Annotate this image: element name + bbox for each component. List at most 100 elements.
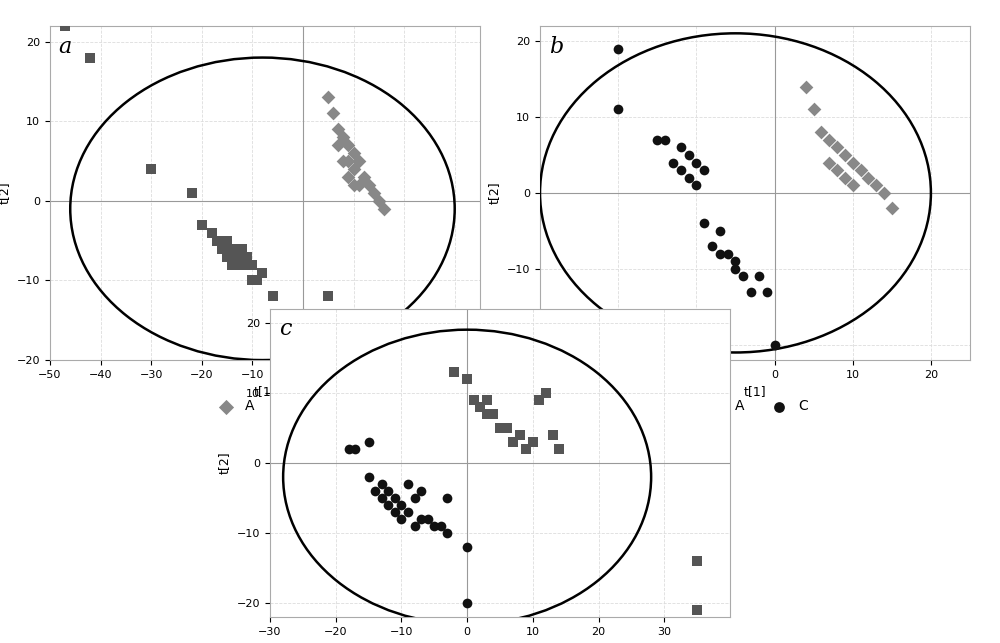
- Text: a: a: [59, 36, 72, 58]
- Point: [335, 132, 351, 142]
- Point: [234, 259, 250, 269]
- Point: [548, 5, 564, 15]
- Point: [374, 493, 390, 503]
- Point: [439, 493, 455, 503]
- Point: [696, 165, 712, 176]
- Point: [868, 180, 884, 190]
- Point: [821, 134, 837, 145]
- Point: [798, 82, 814, 92]
- Point: [413, 514, 429, 524]
- Point: [512, 430, 528, 440]
- Point: [234, 244, 250, 254]
- Point: [340, 140, 356, 150]
- Y-axis label: t[2]: t[2]: [488, 181, 501, 204]
- Point: [407, 521, 423, 531]
- Point: [853, 165, 869, 176]
- Point: [466, 395, 482, 405]
- Point: [194, 220, 210, 230]
- Point: [479, 395, 495, 405]
- Point: [446, 367, 462, 377]
- Point: [673, 165, 689, 176]
- Point: [767, 340, 783, 350]
- Point: [356, 172, 372, 182]
- Point: [433, 521, 449, 531]
- Point: [374, 479, 390, 489]
- Point: [876, 188, 892, 198]
- Point: [57, 21, 73, 31]
- Point: [720, 249, 736, 259]
- Point: [209, 235, 225, 246]
- Point: [439, 528, 455, 538]
- Point: [689, 556, 705, 566]
- Point: [499, 422, 515, 433]
- Point: [610, 43, 626, 53]
- Point: [743, 287, 759, 297]
- Point: [340, 172, 356, 182]
- Point: [479, 409, 495, 419]
- Point: [459, 598, 475, 608]
- Point: [244, 275, 260, 285]
- Point: [505, 437, 521, 447]
- Point: [426, 521, 442, 531]
- X-axis label: t[1]: t[1]: [744, 385, 766, 399]
- Point: [538, 388, 554, 398]
- Point: [347, 444, 363, 454]
- Point: [485, 409, 501, 419]
- Point: [219, 235, 235, 246]
- Point: [346, 148, 362, 158]
- Point: [821, 158, 837, 168]
- Point: [143, 164, 159, 174]
- Point: [837, 172, 853, 183]
- Point: [330, 140, 346, 150]
- Point: [254, 267, 270, 278]
- Point: [829, 165, 845, 176]
- Point: [229, 251, 245, 262]
- Point: [704, 241, 720, 251]
- Point: [545, 430, 561, 440]
- Point: [551, 444, 567, 454]
- Point: [320, 291, 336, 302]
- Point: [229, 244, 245, 254]
- Point: [224, 259, 240, 269]
- Legend: A, C: A, C: [702, 399, 808, 413]
- Point: [673, 142, 689, 152]
- Point: [665, 158, 681, 168]
- Point: [681, 150, 697, 160]
- Point: [759, 287, 775, 297]
- Point: [351, 180, 367, 190]
- Point: [335, 156, 351, 166]
- Point: [407, 493, 423, 503]
- Point: [244, 259, 260, 269]
- Point: [727, 264, 743, 274]
- Point: [806, 104, 822, 114]
- Point: [681, 172, 697, 183]
- Point: [696, 218, 712, 228]
- Point: [649, 134, 665, 145]
- Point: [219, 251, 235, 262]
- Point: [184, 188, 200, 198]
- Point: [492, 422, 508, 433]
- Point: [657, 134, 673, 145]
- Point: [884, 203, 900, 213]
- Point: [320, 92, 336, 102]
- Point: [380, 486, 396, 496]
- Point: [751, 271, 767, 282]
- Point: [239, 251, 255, 262]
- Point: [346, 164, 362, 174]
- Point: [371, 195, 387, 206]
- Point: [361, 472, 377, 482]
- Text: b: b: [549, 36, 563, 58]
- Point: [393, 514, 409, 524]
- Point: [400, 507, 416, 517]
- Point: [472, 402, 488, 412]
- X-axis label: t[1]: t[1]: [254, 385, 276, 399]
- Point: [249, 275, 265, 285]
- Point: [361, 437, 377, 447]
- Point: [727, 256, 743, 266]
- Point: [518, 444, 534, 454]
- Point: [204, 228, 220, 238]
- Point: [829, 142, 845, 152]
- Point: [610, 104, 626, 114]
- Point: [367, 486, 383, 496]
- Point: [459, 374, 475, 384]
